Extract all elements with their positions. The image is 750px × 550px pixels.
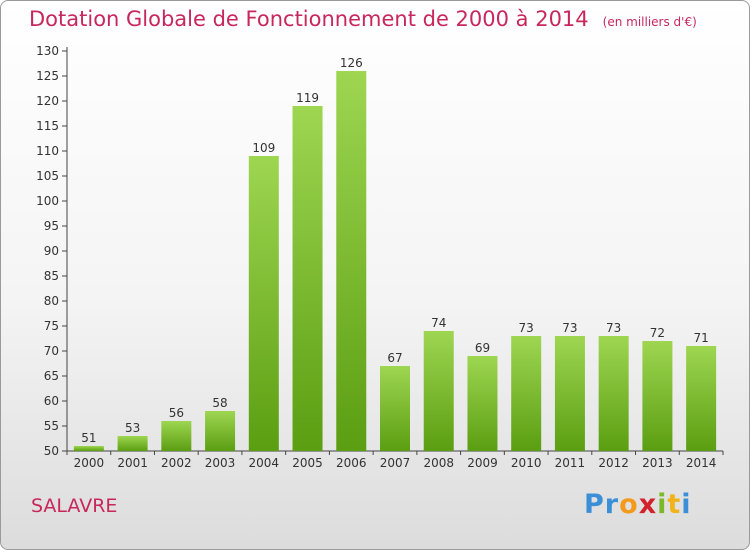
bar xyxy=(205,411,236,451)
bar-value-label: 109 xyxy=(252,141,275,155)
y-tick-label: 110 xyxy=(36,144,59,158)
x-tick-label: 2013 xyxy=(642,456,673,470)
bar xyxy=(248,156,279,451)
y-tick-label: 60 xyxy=(44,394,59,408)
bar xyxy=(423,331,454,451)
y-tick-label: 55 xyxy=(44,419,59,433)
chart-unit: (en milliers d'€) xyxy=(602,15,697,29)
bar-value-label: 73 xyxy=(562,321,577,335)
bar xyxy=(380,366,410,451)
bar xyxy=(686,346,717,451)
bar xyxy=(117,436,148,451)
y-tick-label: 85 xyxy=(44,269,59,283)
logo-letter: i xyxy=(681,489,692,520)
y-tick-label: 105 xyxy=(36,169,59,183)
bar-value-label: 53 xyxy=(125,421,140,435)
bar-value-label: 71 xyxy=(693,331,708,345)
commune-name: SALAVRE xyxy=(31,495,118,517)
logo-letter: o xyxy=(619,489,639,520)
y-tick-label: 120 xyxy=(36,94,59,108)
logo-letter: P xyxy=(584,489,605,520)
y-tick-label: 125 xyxy=(36,69,59,83)
y-tick-label: 70 xyxy=(44,344,59,358)
bar xyxy=(292,106,323,451)
logo-letter: x xyxy=(638,489,658,520)
bar-value-label: 73 xyxy=(606,321,621,335)
x-tick-label: 2006 xyxy=(336,456,367,470)
x-tick-label: 2005 xyxy=(292,456,323,470)
x-tick-label: 2011 xyxy=(555,456,586,470)
x-tick-label: 2000 xyxy=(74,456,105,470)
x-tick-label: 2007 xyxy=(380,456,411,470)
bar xyxy=(161,421,192,451)
logo-letter: r xyxy=(604,489,620,520)
y-tick-label: 130 xyxy=(36,44,59,58)
logo-letter: t xyxy=(667,489,682,520)
bar xyxy=(642,341,673,451)
bar-value-label: 58 xyxy=(212,396,227,410)
y-tick-label: 95 xyxy=(44,219,59,233)
y-tick-label: 50 xyxy=(44,444,59,458)
bar xyxy=(336,71,367,451)
x-tick-label: 2010 xyxy=(511,456,542,470)
bar-value-label: 119 xyxy=(296,91,319,105)
bar xyxy=(598,336,629,451)
y-tick-label: 100 xyxy=(36,194,59,208)
bar-value-label: 69 xyxy=(475,341,490,355)
y-tick-label: 90 xyxy=(44,244,59,258)
logo-letter: i xyxy=(657,489,668,520)
bar-value-label: 73 xyxy=(519,321,534,335)
proxiti-logo: Proxiti xyxy=(584,489,692,520)
bar-value-label: 67 xyxy=(387,351,402,365)
chart-title: Dotation Globale de Fonctionnement de 20… xyxy=(29,7,697,31)
x-tick-label: 2009 xyxy=(467,456,498,470)
bar-value-label: 72 xyxy=(650,326,665,340)
x-tick-label: 2003 xyxy=(205,456,236,470)
x-tick-label: 2002 xyxy=(161,456,192,470)
bar xyxy=(554,336,585,451)
bar-value-label: 126 xyxy=(340,56,363,70)
bar xyxy=(511,336,542,451)
y-tick-label: 115 xyxy=(36,119,59,133)
bar-value-label: 51 xyxy=(81,431,96,445)
x-tick-label: 2004 xyxy=(249,456,280,470)
bar-value-label: 74 xyxy=(431,316,446,330)
x-tick-label: 2008 xyxy=(423,456,454,470)
y-tick-label: 80 xyxy=(44,294,59,308)
bar-value-label: 56 xyxy=(169,406,184,420)
y-tick-label: 75 xyxy=(44,319,59,333)
y-tick-label: 65 xyxy=(44,369,59,383)
chart-title-text: Dotation Globale de Fonctionnement de 20… xyxy=(29,7,589,31)
x-tick-label: 2012 xyxy=(598,456,629,470)
bar xyxy=(467,356,498,451)
bar xyxy=(73,446,104,451)
x-tick-label: 2001 xyxy=(117,456,148,470)
x-tick-label: 2014 xyxy=(686,456,717,470)
